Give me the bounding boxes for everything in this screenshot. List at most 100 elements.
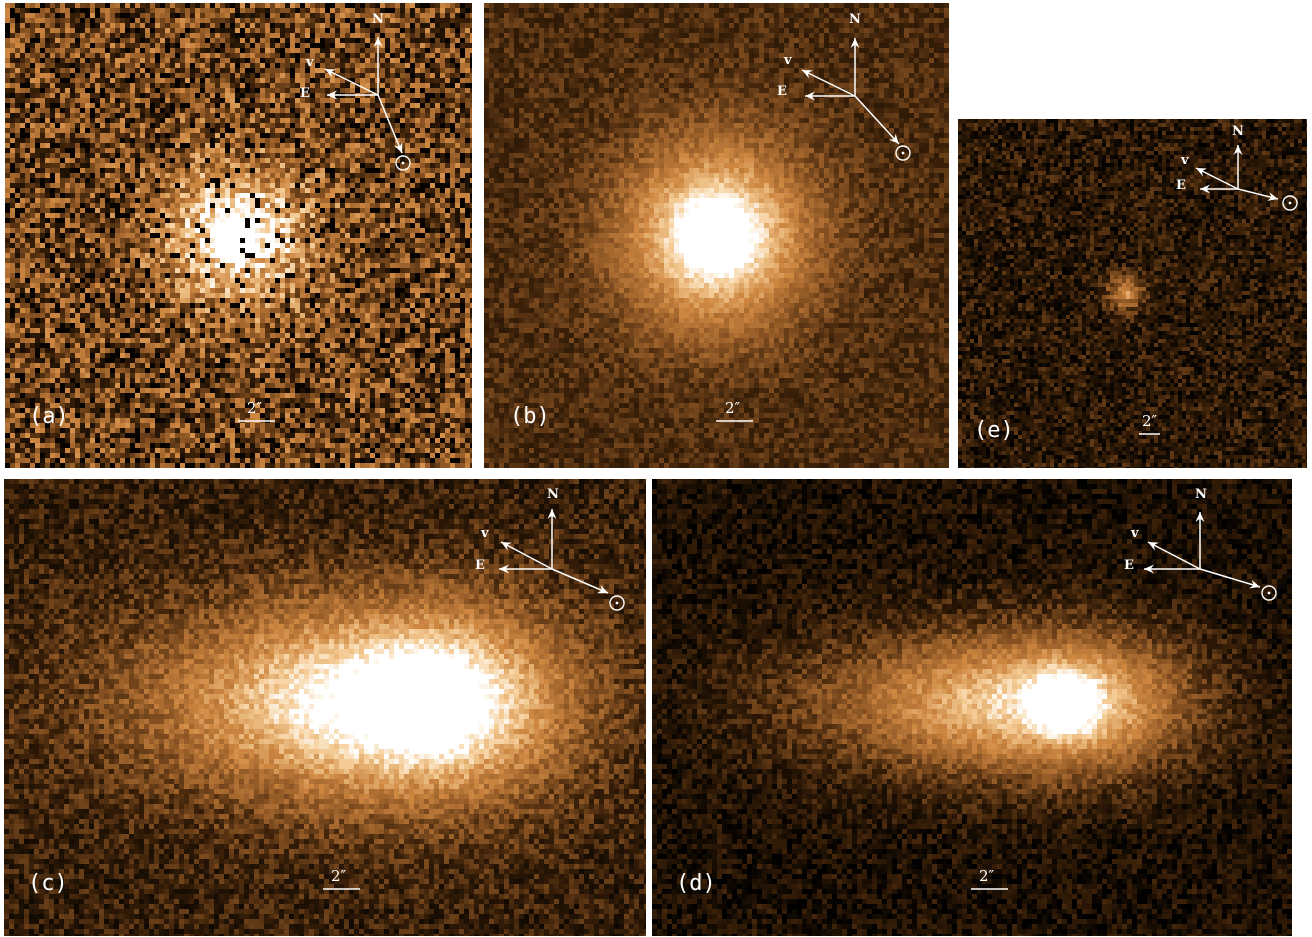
sun-direction-arrow xyxy=(854,95,900,145)
pixel-layer xyxy=(992,669,1102,739)
velocity-arrow xyxy=(324,68,379,96)
east-label: E xyxy=(777,84,787,99)
sun-icon xyxy=(1282,195,1298,211)
east-arrow-head xyxy=(499,564,510,574)
sun-ring xyxy=(395,155,411,171)
sun-ring xyxy=(1261,585,1277,601)
velocity-arrow-head xyxy=(1196,168,1207,177)
pixel-layer xyxy=(892,644,1157,759)
east-arrow-head xyxy=(805,91,816,101)
panel-label: (d) xyxy=(676,871,716,896)
sun-icon xyxy=(609,595,625,611)
pixel-layer xyxy=(5,3,472,468)
pixel-layer xyxy=(797,619,1207,789)
pixel-layer xyxy=(140,143,340,318)
pixel-layer xyxy=(674,198,759,278)
pixel-layer xyxy=(652,479,1292,936)
pixel-layer xyxy=(767,604,1222,794)
east-label: E xyxy=(300,86,310,101)
pixel-layer xyxy=(1126,291,1130,295)
velocity-arrow-head xyxy=(501,542,512,551)
velocity-arrow xyxy=(1147,541,1201,570)
scale-label: 2″ xyxy=(1142,412,1158,430)
pixel-layer xyxy=(484,3,949,468)
sun-direction-arrow xyxy=(1237,188,1279,200)
north-arrow-head xyxy=(547,509,557,520)
pixel-layer xyxy=(484,3,949,468)
velocity-label: v xyxy=(480,526,489,541)
pixel-layer xyxy=(1122,291,1126,295)
image-field xyxy=(5,3,472,468)
sun-dot xyxy=(1288,201,1292,205)
east-label: E xyxy=(1124,558,1134,573)
pixel-layer xyxy=(484,3,949,468)
pixel-layer xyxy=(269,639,514,769)
sun-direction-arrow xyxy=(1199,568,1261,588)
pixel-layer xyxy=(958,119,1307,468)
pixel-layer xyxy=(932,654,1137,749)
east-arrow-head xyxy=(1144,564,1155,574)
sun-direction-arrow-head xyxy=(597,584,608,594)
panel-c: N v E 2″ (c) xyxy=(4,479,646,936)
pixel-layer xyxy=(5,3,470,468)
velocity-label: v xyxy=(305,55,314,70)
velocity-arrow xyxy=(801,69,856,97)
pixel-layer xyxy=(10,3,472,468)
north-label: N xyxy=(547,487,559,502)
velocity-label: v xyxy=(783,53,792,68)
sun-ring xyxy=(609,595,625,611)
pixel-layer xyxy=(174,604,554,804)
sun-icon xyxy=(895,145,911,161)
image-field xyxy=(484,3,949,468)
pixel-layer xyxy=(958,119,1307,468)
pixel-layer xyxy=(5,3,472,468)
scale-label: 2″ xyxy=(979,867,995,885)
pixel-layer xyxy=(185,188,290,288)
scale-label: 2″ xyxy=(725,399,741,417)
velocity-label: v xyxy=(1130,526,1139,541)
panel-a: N v E 2″ (a) xyxy=(5,3,472,468)
sun-direction-arrow-head xyxy=(888,133,899,144)
image-field xyxy=(958,119,1307,468)
sun-dot xyxy=(401,161,405,165)
velocity-arrow xyxy=(500,541,553,570)
pixel-layer xyxy=(652,479,1292,936)
pixel-layer xyxy=(1118,283,1138,299)
compass-arrows xyxy=(324,37,403,154)
panel-label: (a) xyxy=(29,404,69,429)
sun-icon xyxy=(1261,585,1277,601)
pixel-layer xyxy=(569,93,859,378)
pixel-layer xyxy=(958,119,1307,468)
velocity-arrow-head xyxy=(325,69,336,78)
velocity-arrow xyxy=(1195,167,1239,190)
pixel-layer xyxy=(484,3,949,468)
north-arrow-head xyxy=(373,37,383,48)
pixel-layer xyxy=(1126,295,1130,299)
velocity-arrow-head xyxy=(802,70,813,79)
pixel-layer xyxy=(4,479,646,936)
pixel-layer xyxy=(4,479,646,936)
sun-direction-arrow-head xyxy=(1267,192,1278,201)
pixel-layer xyxy=(4,479,646,936)
east-arrow-head xyxy=(327,90,338,100)
pixel-layer xyxy=(484,3,949,468)
north-arrow-head xyxy=(1195,512,1205,523)
sun-dot xyxy=(615,601,619,605)
north-arrow-head xyxy=(850,38,860,49)
pixel-layer xyxy=(124,584,584,819)
image-field xyxy=(652,479,1292,936)
sun-ring xyxy=(895,145,911,161)
sun-direction-arrow-head xyxy=(394,142,403,153)
pixel-layer xyxy=(962,119,1307,468)
pixel-layer xyxy=(165,173,305,298)
pixel-layer xyxy=(144,589,584,819)
velocity-label: v xyxy=(1180,153,1189,168)
north-label: N xyxy=(849,12,861,27)
pixel-layer xyxy=(150,163,310,313)
scale-label: 2″ xyxy=(331,867,347,885)
pixel-layer xyxy=(5,3,472,468)
sun-dot xyxy=(901,151,905,155)
pixel-layer xyxy=(259,634,514,774)
pixel-layer xyxy=(962,664,1117,744)
north-arrow-head xyxy=(1233,145,1243,156)
